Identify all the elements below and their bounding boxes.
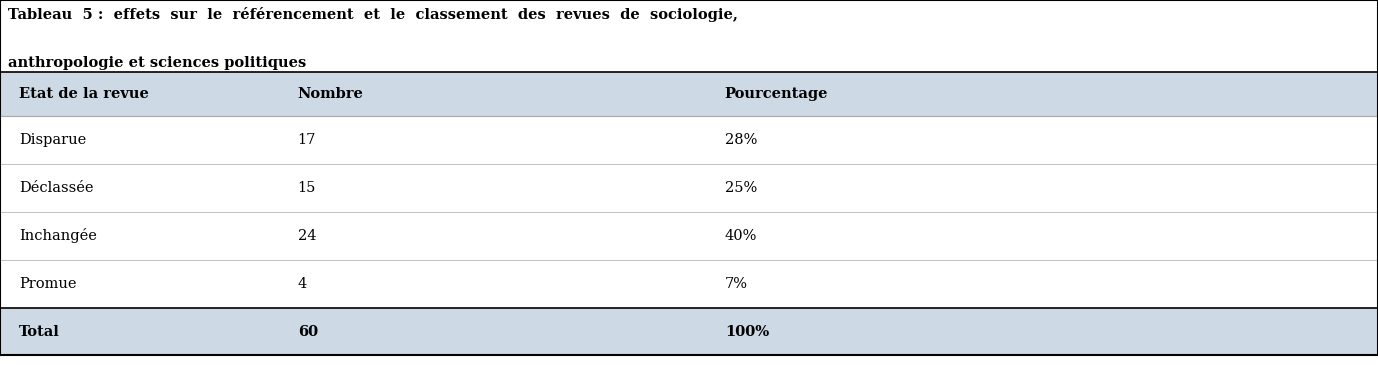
Bar [0,116,1378,164]
Text: 17: 17 [298,133,316,147]
Text: 7%: 7% [725,277,748,291]
Text: 24: 24 [298,229,316,243]
Text: 4: 4 [298,277,307,291]
Bar [0,0,1378,72]
Text: 60: 60 [298,324,318,338]
Text: Pourcentage: Pourcentage [725,87,828,101]
Text: Promue: Promue [19,277,77,291]
Bar [0,164,1378,212]
Text: Inchangée: Inchangée [19,229,98,243]
Text: Déclassée: Déclassée [19,181,94,195]
Text: 25%: 25% [725,181,757,195]
Text: 40%: 40% [725,229,757,243]
Bar [0,260,1378,308]
Bar [0,72,1378,116]
Text: 15: 15 [298,181,316,195]
Text: Etat de la revue: Etat de la revue [19,87,149,101]
Bar [0,212,1378,260]
Text: anthropologie et sciences politiques: anthropologie et sciences politiques [8,56,306,70]
Text: Nombre: Nombre [298,87,364,101]
Text: 100%: 100% [725,324,769,338]
Text: 28%: 28% [725,133,757,147]
Text: Total: Total [19,324,61,338]
Bar [0,308,1378,355]
Text: Disparue: Disparue [19,133,87,147]
Text: Tableau  5 :  effets  sur  le  référencement  et  le  classement  des  revues  d: Tableau 5 : effets sur le référencement … [8,7,739,22]
